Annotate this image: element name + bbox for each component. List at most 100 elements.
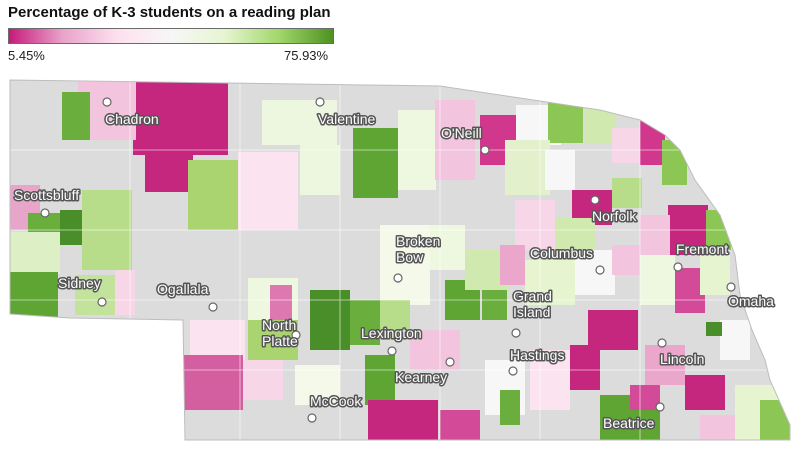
district-area xyxy=(700,255,730,295)
district-area xyxy=(575,250,615,295)
city-marker-chadron xyxy=(102,97,112,107)
district-area xyxy=(310,290,350,350)
district-area xyxy=(248,320,298,360)
city-label-broken-bow: Broken xyxy=(396,233,440,249)
district-area xyxy=(365,355,395,405)
city-label-kearney: Kearney xyxy=(395,369,447,385)
district-area xyxy=(500,390,520,425)
district-area xyxy=(706,322,722,336)
city-label-mccook: McCook xyxy=(310,393,362,409)
district-area xyxy=(440,410,480,440)
state-outline xyxy=(9,79,791,441)
district-area xyxy=(570,345,600,390)
district-area xyxy=(640,255,675,305)
city-marker-omaha xyxy=(726,282,736,292)
city-label-chadron: Chadron xyxy=(105,111,159,127)
city-marker-grand-island xyxy=(511,328,521,338)
district-area xyxy=(188,160,243,230)
city-label-hastings: Hastings xyxy=(510,347,564,363)
city-label-norfolk: Norfolk xyxy=(592,208,637,224)
district-area xyxy=(435,100,475,180)
district-area xyxy=(145,150,193,192)
district-area xyxy=(505,140,550,195)
district-area xyxy=(530,350,570,410)
district-area xyxy=(115,270,135,315)
city-marker-fremont xyxy=(673,262,683,272)
district-area xyxy=(685,375,725,410)
city-marker-norfolk xyxy=(590,195,600,205)
district-area xyxy=(630,385,660,410)
district-area xyxy=(482,290,507,320)
district-area xyxy=(430,225,465,270)
city-label-north-platte: Platte xyxy=(262,333,298,349)
district-area xyxy=(190,320,245,360)
city-marker-mccook xyxy=(307,413,317,423)
district-area xyxy=(545,150,575,190)
district-area xyxy=(133,80,228,155)
district-area xyxy=(243,360,283,400)
district-area xyxy=(380,225,430,305)
city-label-grand-island: Island xyxy=(513,304,550,320)
district-area xyxy=(62,92,90,140)
district-area xyxy=(10,272,58,318)
legend-min-label: 5.45% xyxy=(8,48,45,63)
city-marker-scottsbluff xyxy=(40,208,50,218)
district-area xyxy=(238,152,298,230)
city-label-north-platte: North xyxy=(262,317,296,333)
city-labels: Chadron Valentine O'Neill Scottsbluff Norfol… xyxy=(13,97,776,433)
district-area xyxy=(720,320,750,360)
legend-max-label: 75.93% xyxy=(284,48,329,63)
district-area xyxy=(612,178,642,208)
city-label-scottsbluff: Scottsbluff xyxy=(14,187,79,203)
city-marker-kearney xyxy=(445,357,455,367)
city-label-broken-bow: Bow xyxy=(396,249,424,265)
district-area xyxy=(60,210,86,245)
city-label-o-neill: O'Neill xyxy=(441,125,482,141)
city-label-columbus: Columbus xyxy=(530,245,593,261)
district-area xyxy=(10,232,60,274)
district-area xyxy=(368,400,438,440)
district-area xyxy=(612,245,642,275)
district-area xyxy=(645,345,685,385)
district-area xyxy=(353,128,398,198)
district-area xyxy=(28,213,63,233)
map-title: Percentage of K-3 students on a reading … xyxy=(8,4,331,21)
city-marker-lexington xyxy=(387,346,397,356)
city-label-lexington: Lexington xyxy=(361,325,422,341)
district-area xyxy=(525,260,575,305)
district-area xyxy=(640,215,670,255)
district-area xyxy=(515,200,555,250)
city-label-beatrice: Beatrice xyxy=(603,415,655,431)
district-area xyxy=(350,300,380,345)
district-area xyxy=(640,120,665,165)
district-area xyxy=(588,310,638,350)
city-label-fremont: Fremont xyxy=(676,241,728,257)
city-marker-valentine xyxy=(315,97,325,107)
city-marker-columbus xyxy=(595,265,605,275)
city-marker-sidney xyxy=(97,297,107,307)
city-marker-beatrice xyxy=(655,402,665,412)
city-label-omaha: Omaha xyxy=(728,293,774,309)
city-marker-o-neill xyxy=(480,145,490,155)
legend-color-scale xyxy=(8,28,334,44)
city-label-sidney: Sidney xyxy=(58,275,101,291)
district-area xyxy=(662,140,687,185)
district-area xyxy=(262,100,337,145)
city-label-lincoln: Lincoln xyxy=(660,351,704,367)
city-marker-broken-bow xyxy=(393,273,403,283)
district-area xyxy=(760,400,790,440)
city-label-valentine: Valentine xyxy=(318,111,376,127)
city-marker-lincoln xyxy=(657,338,667,348)
district-area xyxy=(585,108,615,143)
city-marker-north-platte xyxy=(291,330,301,340)
district-area xyxy=(500,245,525,285)
district-area xyxy=(380,300,410,340)
city-label-ogallala: Ogallala xyxy=(157,281,209,297)
district-area xyxy=(183,355,243,410)
city-label-grand-island: Grand xyxy=(513,288,552,304)
district-area xyxy=(612,128,642,163)
district-area xyxy=(75,275,115,315)
district-area xyxy=(295,365,340,405)
city-marker-ogallala xyxy=(208,302,218,312)
